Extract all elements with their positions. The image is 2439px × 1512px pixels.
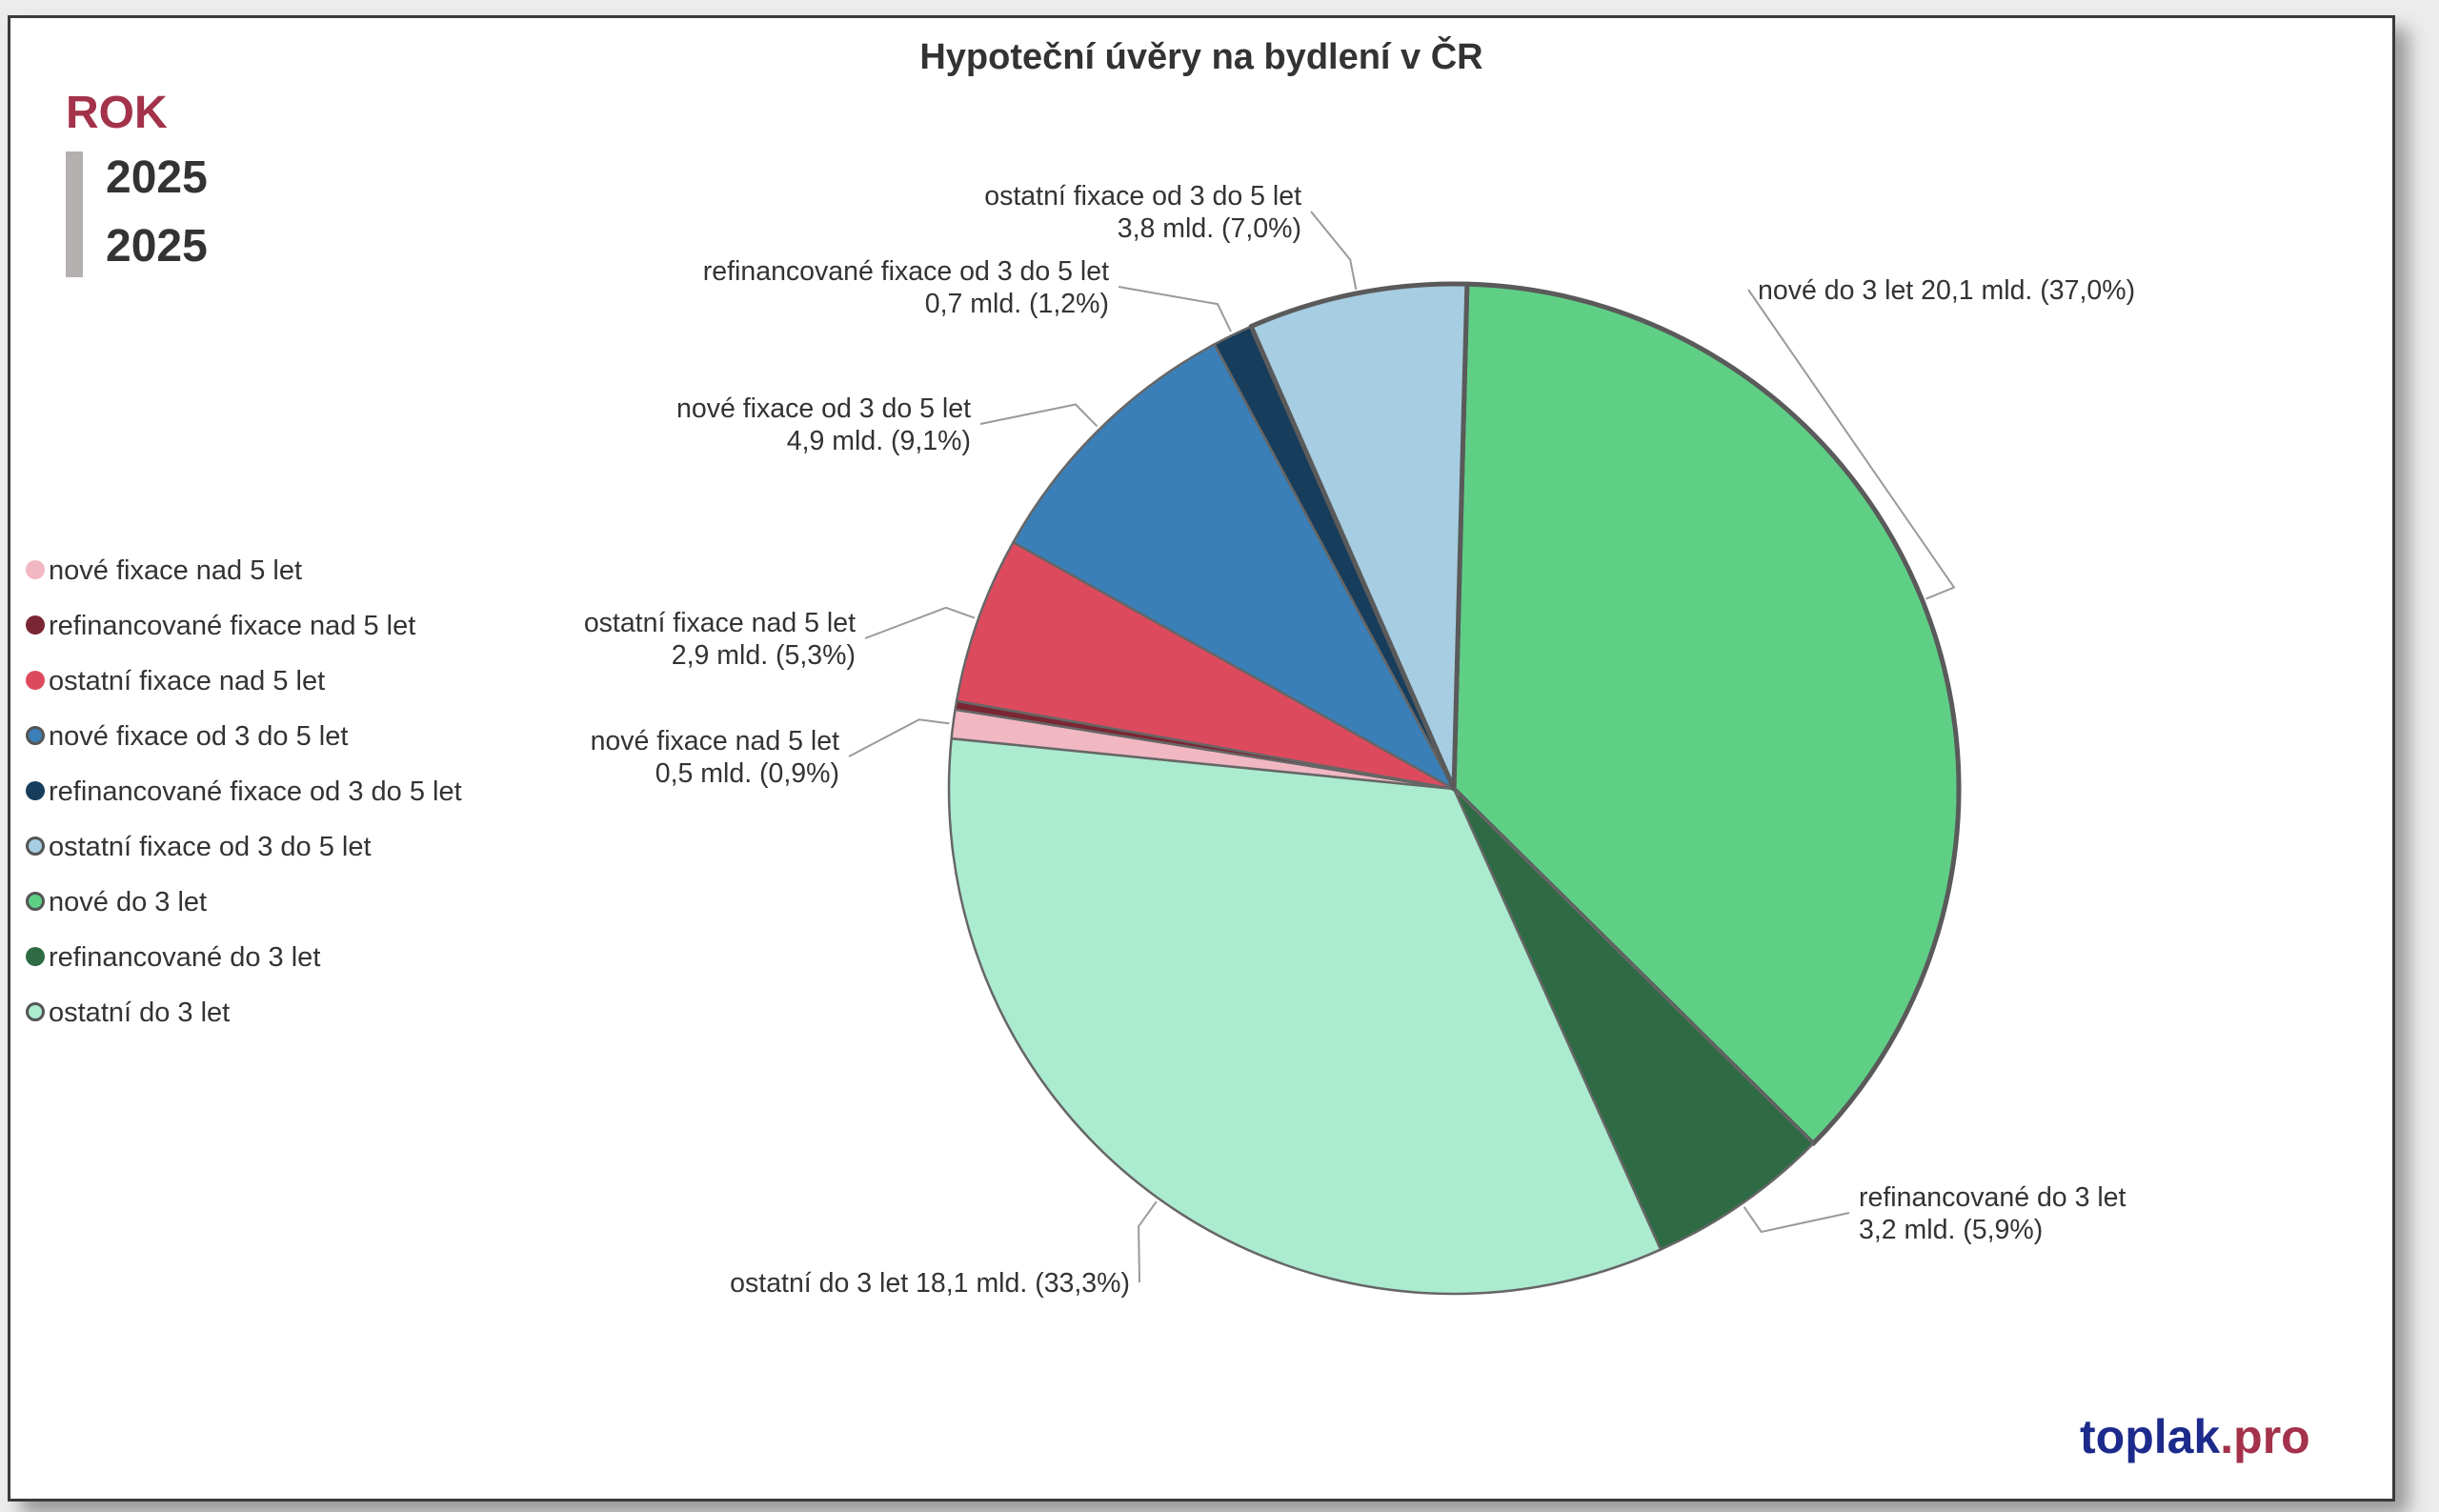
legend-label: ostatní fixace od 3 do 5 let xyxy=(49,832,372,862)
leader-line xyxy=(1138,1200,1158,1283)
legend-swatch xyxy=(26,671,45,691)
data-label-ostatni-fixace-od-3-do-5-let: ostatní fixace od 3 do 5 let 3,8 mld. (7,… xyxy=(984,181,1301,244)
legend-item-ostatni-do-3-let[interactable]: ostatní do 3 let xyxy=(26,994,230,1032)
chart-frame: Hypoteční úvěry na bydlení v ČR ROK 2025… xyxy=(8,15,2395,1502)
legend-label: nové do 3 let xyxy=(49,887,208,917)
leader-line xyxy=(1743,1206,1850,1234)
legend-label: ostatní fixace nad 5 let xyxy=(49,666,326,696)
pie-slice-nove-fixace-od-3-do-5-let[interactable] xyxy=(1012,343,1456,791)
data-label-refinancovane-do-3-let: refinancované do 3 let 3,2 mld. (5,9%) xyxy=(1859,1182,2127,1245)
leader-line xyxy=(864,606,976,639)
data-label-nove-fixace-od-3-do-5-let: nové fixace od 3 do 5 let 4,9 mld. (9,1%) xyxy=(676,393,971,456)
legend-label: nové fixace nad 5 let xyxy=(49,555,303,586)
brand-name: toplak xyxy=(2080,1410,2221,1463)
brand-suffix: pro xyxy=(2233,1410,2310,1463)
leader-line xyxy=(848,718,950,757)
data-label-ostatni-fixace-nad-5-let: ostatní fixace nad 5 let 2,9 mld. (5,3%) xyxy=(584,608,856,671)
chart-title: Hypoteční úvěry na bydlení v ČR xyxy=(919,37,1483,77)
brand-watermark: toplak.pro xyxy=(2080,1409,2310,1464)
legend-swatch xyxy=(26,892,45,912)
legend-label: refinancované do 3 let xyxy=(49,942,321,973)
legend-swatch xyxy=(26,726,45,746)
leader-line xyxy=(1747,289,1956,600)
leader-line xyxy=(979,403,1099,428)
legend-label: nové fixace od 3 do 5 let xyxy=(49,721,349,752)
legend-swatch xyxy=(26,837,45,857)
legend-label: refinancované fixace od 3 do 5 let xyxy=(49,776,462,807)
legend-item-refinancovane-fixace-nad-5-let[interactable]: refinancované fixace nad 5 let xyxy=(26,607,415,645)
legend-swatch xyxy=(26,781,45,801)
data-label-nove-fixace-nad-5-let: nové fixace nad 5 let 0,5 mld. (0,9%) xyxy=(591,726,840,789)
pie-slice-ostatni-fixace-nad-5-let[interactable] xyxy=(955,540,1456,791)
data-label-refinancovane-fixace-od-3-do-5-let: refinancované fixace od 3 do 5 let 0,7 ml… xyxy=(703,256,1109,319)
legend-swatch xyxy=(26,1002,45,1022)
brand-dot: . xyxy=(2220,1410,2234,1463)
pie-slice-nove-do-3-let[interactable] xyxy=(1451,281,1962,1146)
leader-line xyxy=(1118,286,1232,333)
data-label-ostatni-do-3-let: ostatní do 3 let 18,1 mld. (33,3%) xyxy=(730,1268,1130,1299)
legend-label: refinancované fixace nad 5 let xyxy=(49,611,416,641)
slicer-scrollbar[interactable] xyxy=(66,151,83,277)
legend-item-nove-fixace-od-3-do-5-let[interactable]: nové fixace od 3 do 5 let xyxy=(26,717,348,756)
slicer-item-year[interactable]: 2025 xyxy=(106,221,208,272)
slicer-item-year[interactable]: 2025 xyxy=(106,152,208,203)
legend-item-refinancovane-fixace-od-3-do-5-let[interactable]: refinancované fixace od 3 do 5 let xyxy=(26,773,462,811)
legend-item-nove-do-3-let[interactable]: nové do 3 let xyxy=(26,883,207,921)
legend-item-nove-fixace-nad-5-let[interactable]: nové fixace nad 5 let xyxy=(26,552,302,590)
slicer-title: ROK xyxy=(66,88,168,138)
legend-swatch xyxy=(26,560,45,580)
pie-slice-refinancovane-do-3-let[interactable] xyxy=(1452,787,1815,1251)
pie-slice-ostatni-fixace-od-3-do-5-let[interactable] xyxy=(1248,281,1470,792)
legend-item-refinancovane-do-3-let[interactable]: refinancované do 3 let xyxy=(26,938,320,977)
leader-line xyxy=(1310,211,1358,291)
legend-swatch xyxy=(26,615,45,635)
legend-item-ostatni-fixace-nad-5-let[interactable]: ostatní fixace nad 5 let xyxy=(26,662,325,700)
pie-slice-ostatni-do-3-let[interactable] xyxy=(947,736,1663,1296)
pie-chart: nové do 3 let 20,1 mld. (37,0%) refinanco… xyxy=(584,181,2135,1299)
legend-swatch xyxy=(26,947,45,967)
legend-item-ostatni-fixace-od-3-do-5-let[interactable]: ostatní fixace od 3 do 5 let xyxy=(26,828,372,866)
legend-label: ostatní do 3 let xyxy=(49,998,231,1028)
data-label-nove-do-3-let: nové do 3 let 20,1 mld. (37,0%) xyxy=(1758,275,2135,306)
